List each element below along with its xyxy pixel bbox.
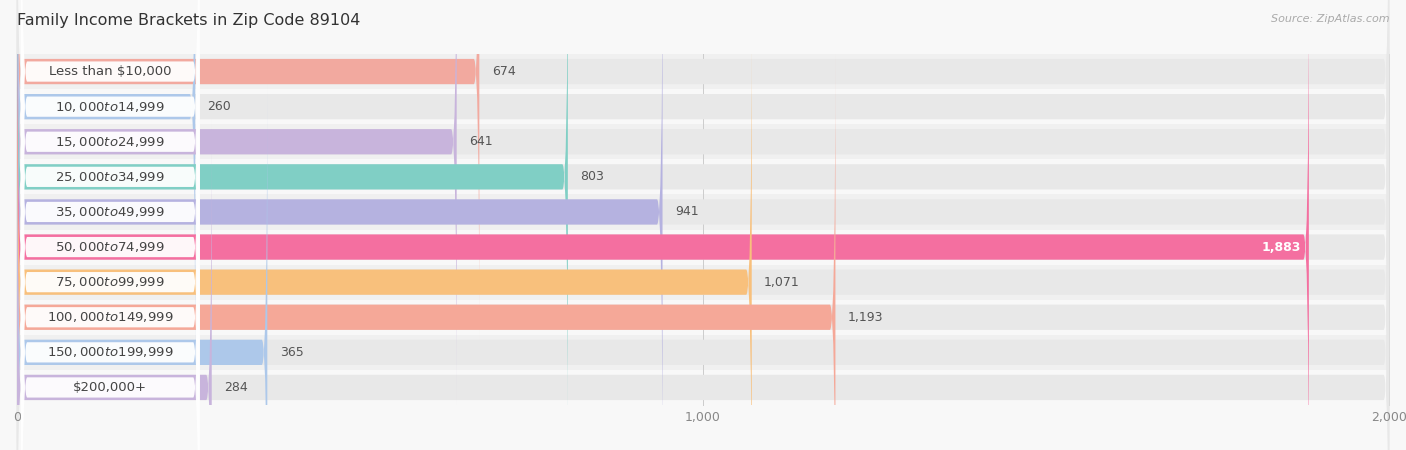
Text: $75,000 to $99,999: $75,000 to $99,999: [55, 275, 165, 289]
Text: $50,000 to $74,999: $50,000 to $74,999: [55, 240, 165, 254]
Text: 1,883: 1,883: [1261, 241, 1301, 253]
FancyBboxPatch shape: [17, 0, 1389, 375]
FancyBboxPatch shape: [21, 0, 200, 450]
Text: $10,000 to $14,999: $10,000 to $14,999: [55, 99, 165, 114]
Text: Less than $10,000: Less than $10,000: [49, 65, 172, 78]
FancyBboxPatch shape: [17, 49, 835, 450]
FancyBboxPatch shape: [17, 0, 662, 450]
Text: 284: 284: [224, 381, 247, 394]
Bar: [17, 335, 1389, 370]
FancyBboxPatch shape: [17, 49, 1389, 450]
Text: 941: 941: [675, 206, 699, 218]
Bar: [17, 370, 1389, 405]
Bar: [17, 194, 1389, 230]
Text: 803: 803: [581, 171, 605, 183]
FancyBboxPatch shape: [17, 14, 752, 450]
FancyBboxPatch shape: [17, 0, 195, 375]
FancyBboxPatch shape: [17, 119, 1389, 450]
FancyBboxPatch shape: [17, 0, 1389, 445]
FancyBboxPatch shape: [17, 84, 267, 450]
Bar: [17, 265, 1389, 300]
Text: $15,000 to $24,999: $15,000 to $24,999: [55, 135, 165, 149]
Text: $200,000+: $200,000+: [73, 381, 148, 394]
Text: 641: 641: [470, 135, 492, 148]
Text: $35,000 to $49,999: $35,000 to $49,999: [55, 205, 165, 219]
Bar: [17, 159, 1389, 194]
FancyBboxPatch shape: [21, 81, 200, 450]
FancyBboxPatch shape: [21, 0, 200, 450]
FancyBboxPatch shape: [21, 0, 200, 378]
FancyBboxPatch shape: [17, 0, 1309, 450]
Text: Source: ZipAtlas.com: Source: ZipAtlas.com: [1271, 14, 1389, 23]
Text: 674: 674: [492, 65, 516, 78]
Bar: [17, 124, 1389, 159]
FancyBboxPatch shape: [21, 0, 200, 450]
FancyBboxPatch shape: [17, 14, 1389, 450]
Text: Family Income Brackets in Zip Code 89104: Family Income Brackets in Zip Code 89104: [17, 14, 360, 28]
FancyBboxPatch shape: [21, 0, 200, 450]
Text: 1,193: 1,193: [848, 311, 883, 324]
FancyBboxPatch shape: [21, 11, 200, 450]
Bar: [17, 89, 1389, 124]
FancyBboxPatch shape: [17, 119, 212, 450]
FancyBboxPatch shape: [17, 0, 479, 340]
Text: $150,000 to $199,999: $150,000 to $199,999: [46, 345, 173, 360]
FancyBboxPatch shape: [17, 0, 457, 410]
Text: $25,000 to $34,999: $25,000 to $34,999: [55, 170, 165, 184]
FancyBboxPatch shape: [17, 0, 1389, 450]
FancyBboxPatch shape: [17, 0, 1389, 450]
FancyBboxPatch shape: [17, 0, 568, 445]
Text: 365: 365: [280, 346, 304, 359]
FancyBboxPatch shape: [21, 0, 200, 413]
Bar: [17, 230, 1389, 265]
Text: 260: 260: [208, 100, 232, 113]
FancyBboxPatch shape: [17, 0, 1389, 340]
Bar: [17, 54, 1389, 89]
Text: $100,000 to $149,999: $100,000 to $149,999: [46, 310, 173, 324]
Bar: [17, 300, 1389, 335]
Text: 1,071: 1,071: [763, 276, 800, 288]
FancyBboxPatch shape: [21, 46, 200, 450]
FancyBboxPatch shape: [17, 84, 1389, 450]
FancyBboxPatch shape: [21, 0, 200, 448]
FancyBboxPatch shape: [17, 0, 1389, 410]
